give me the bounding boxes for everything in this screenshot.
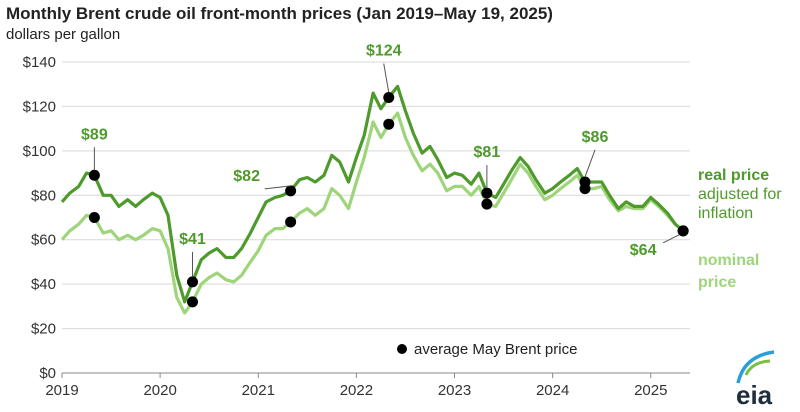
may-marker-nominal [481,198,493,210]
may-marker-real [677,225,689,237]
may-marker-nominal [383,118,395,130]
real-price-label-line3: inflation [698,205,753,222]
nominal-price-label-line1: nominal [698,252,759,269]
y-tick-label: $20 [31,321,56,338]
callout-leader [662,234,680,244]
may-marker-real [383,92,395,104]
y-tick-label: $80 [31,187,56,204]
nominal-price-label-line2: price [698,274,736,291]
real-price-label-line2: adjusted for [698,186,782,203]
may-markers [88,92,689,308]
legend-marker-icon [397,344,407,354]
value-callout: $89 [81,126,108,143]
legend-label: average May Brent price [414,341,577,358]
value-callout: $41 [179,231,206,248]
x-tick-label: 2020 [143,382,176,399]
x-tick-label: 2023 [438,382,471,399]
x-tick-label: 2019 [45,382,78,399]
series-lines [60,84,685,315]
real-price-label-line1: real price [698,167,769,184]
eia-logo-leaf-icon [744,359,771,376]
value-callout: $86 [582,129,609,146]
y-tick-label: $60 [31,232,56,249]
value-callout: $82 [233,168,260,185]
nominal-price-line [60,111,685,315]
may-marker-nominal [187,296,199,308]
y-tick-label: $120 [23,98,56,115]
chart-title: Monthly Brent crude oil front-month pric… [6,4,553,23]
x-tick-label: 2025 [634,382,667,399]
y-tick-label: $100 [23,143,56,160]
value-callout: $81 [474,144,501,161]
real-price-label: real price adjusted for inflation [698,167,782,222]
may-marker-real [187,276,199,288]
x-tick-label: 2024 [536,382,569,399]
y-tick-label: $0 [39,365,56,382]
y-tick-label: $40 [31,276,56,293]
y-axis-ticks: $0 $20 $40 $60 $80 $100 $120 $140 [23,54,56,382]
eia-logo: eia [736,350,775,410]
value-callout: $64 [630,242,657,259]
callout-leader [584,149,596,178]
nominal-price-label: nominal price [698,252,759,291]
eia-logo-text: eia [736,380,773,410]
may-marker-real [579,176,591,188]
may-marker-real [88,169,100,181]
may-marker-nominal [88,212,100,223]
x-tick-label: 2022 [340,382,373,399]
gridlines [62,61,690,374]
chart-subtitle: dollars per gallon [6,26,121,43]
real-price-line [60,84,685,304]
x-tick-label: 2021 [242,382,275,399]
may-marker-real [285,185,297,197]
eia-logo-swoosh-icon [736,350,775,384]
legend: average May Brent price [397,341,577,358]
callout-leader [264,185,291,190]
x-axis-ticks: 2019 2020 2021 2022 2023 2024 2025 [45,373,667,399]
may-marker-real [481,187,493,199]
may-marker-nominal [285,216,297,228]
value-callout: $124 [366,43,402,60]
callout-leader [383,63,390,93]
y-tick-label: $140 [23,54,56,71]
value-callouts: $89 $41 $82 $124 $81 $86 $64 [81,43,680,277]
